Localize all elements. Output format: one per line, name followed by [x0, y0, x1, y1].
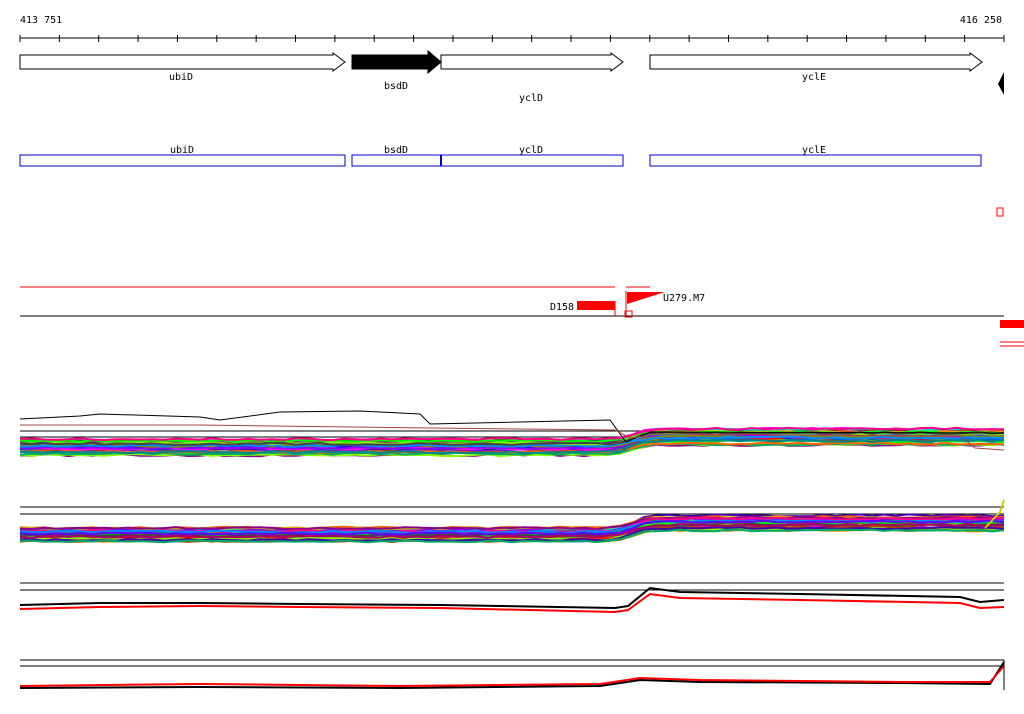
feature-track: D158 U279.M7 [20, 286, 1024, 347]
expression-line-reference [20, 424, 1005, 451]
expression-line [19, 426, 1005, 442]
transcript-label-bsdd: bsdD [384, 145, 408, 156]
expression-panel-4 [19, 659, 1005, 690]
ruler-ticks [19, 35, 1005, 42]
expression-panel-1 [19, 410, 1005, 458]
ruler-end-label: 416 250 [960, 15, 1002, 26]
expression-line-black [19, 661, 1005, 690]
gene-arrow-bsdd[interactable] [351, 49, 442, 75]
gene-arrow-ycld[interactable] [440, 52, 624, 72]
gene-label-ubid: ubiD [169, 72, 193, 83]
gene-label-ycld: yclD [519, 93, 543, 104]
up-marker-box [624, 310, 633, 318]
up-marker-label: U279.M7 [663, 293, 705, 304]
gene-arrow-ycle[interactable] [649, 52, 983, 72]
transcript-box-ycld[interactable] [440, 154, 624, 167]
edge-marker-block[interactable] [1000, 320, 1024, 328]
transcript-box-ycle[interactable] [649, 154, 982, 167]
gene-label-bsdd: bsdD [384, 81, 408, 92]
expression-line [19, 515, 1005, 531]
coordinate-ruler: 413 751 416 250 [19, 15, 1005, 42]
down-marker-label: D158 [550, 302, 574, 313]
transcript-label-ycle: yclE [802, 145, 826, 156]
offscreen-feature-marker[interactable] [996, 207, 1004, 217]
expression-line-reference [19, 410, 1005, 443]
gene-track: ubiD bsdD yclD yclE [19, 49, 1004, 104]
gene-label-ycle: yclE [802, 72, 826, 83]
gene-arrow-ubid[interactable] [19, 52, 346, 72]
expression-line-edge [984, 499, 1005, 529]
expression-line-red [19, 665, 1005, 688]
transcript-box-ubid[interactable] [19, 154, 346, 167]
gene-arrow-offscreen[interactable] [998, 72, 1004, 95]
expression-line [19, 522, 1004, 539]
transcript-label-ubid: ubiD [170, 145, 194, 156]
expression-line [19, 519, 1005, 536]
up-marker-flag[interactable] [627, 292, 665, 304]
expression-line-red [19, 592, 1005, 614]
transcript-label-ycld: yclD [519, 145, 543, 156]
transcript-box-bsdd[interactable] [351, 154, 442, 167]
ruler-start-label: 413 751 [20, 15, 62, 26]
expression-line [19, 528, 1005, 544]
transcript-track: ubiD bsdD yclD yclE [19, 145, 1004, 217]
expression-line [19, 439, 1005, 455]
expression-line-black [19, 586, 1005, 610]
down-marker-block[interactable] [577, 301, 615, 310]
expression-panel-2 [19, 499, 1005, 544]
expression-panel-3 [19, 582, 1005, 614]
